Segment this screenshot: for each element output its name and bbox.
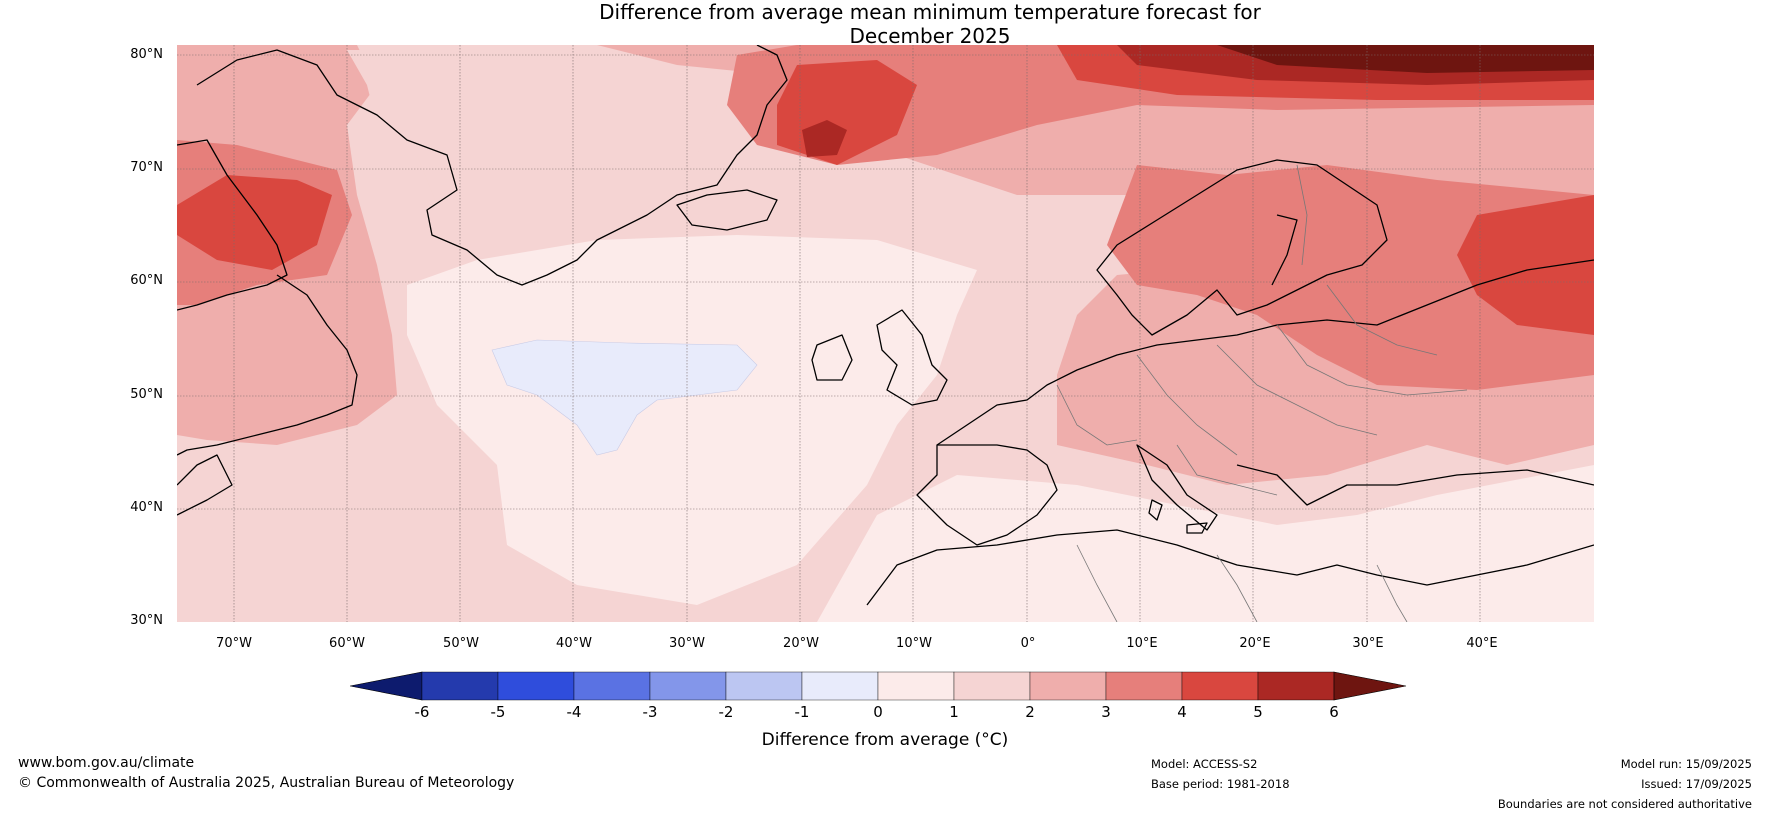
anomaly-0-1-south <box>817 465 1594 622</box>
colorbar-segment <box>573 671 651 701</box>
lon-label-10e: 10°E <box>1126 636 1158 651</box>
lon-label-40e: 40°E <box>1466 636 1498 651</box>
lon-label-50w: 50°W <box>443 636 479 651</box>
coastlines <box>177 45 1594 606</box>
lon-label-40w: 40°W <box>556 636 592 651</box>
lon-label-70w: 70°W <box>216 636 252 651</box>
footer-model: Model: ACCESS-S2 <box>1151 757 1258 771</box>
graticule <box>177 45 1594 622</box>
colorbar-segment <box>497 671 575 701</box>
lat-label-30n: 30°N <box>130 613 163 628</box>
title-line-2: December 2025 <box>849 24 1011 48</box>
lat-label-60n: 60°N <box>130 273 163 288</box>
colorbar-label: Difference from average (°C) <box>761 730 1009 750</box>
footer-disclaimer: Boundaries are not considered authoritat… <box>1497 797 1752 811</box>
colorbar-segment <box>1257 671 1335 701</box>
forecast-map <box>177 45 1594 622</box>
lat-label-50n: 50°N <box>130 387 163 402</box>
colorbar-tick-label: -2 <box>718 703 734 721</box>
colorbar-tick-label: -3 <box>642 703 658 721</box>
map-canvas <box>177 45 1594 622</box>
colorbar-segment <box>801 671 879 701</box>
colorbar-tick-label: -1 <box>794 703 810 721</box>
anomaly-neg1-0-blob <box>491 339 758 456</box>
anomaly-4-5-west <box>177 175 332 270</box>
lon-label-20e: 20°E <box>1239 636 1271 651</box>
colorbar-segment <box>1181 671 1259 701</box>
footer-copyright: © Commonwealth of Australia 2025, Austra… <box>18 775 515 791</box>
anomaly-5-6-greenland <box>802 120 847 157</box>
lon-label-0: 0° <box>1020 636 1036 651</box>
colorbar-extend-low <box>350 671 423 701</box>
colorbar-tick-label: 6 <box>1329 703 1339 721</box>
anomaly-0-1-central <box>407 235 977 605</box>
colorbar-segment <box>421 671 499 701</box>
anomaly-4-5-russia <box>1457 195 1594 335</box>
country-borders <box>1056 164 1468 622</box>
colorbar-segment <box>1029 671 1107 701</box>
colorbar-segment <box>953 671 1031 701</box>
colorbar-tick-label: -5 <box>490 703 506 721</box>
lat-label-70n: 70°N <box>130 160 163 175</box>
lon-label-60w: 60°W <box>329 636 365 651</box>
footer-issued: Issued: 17/09/2025 <box>1641 777 1752 791</box>
colorbar-tick-label: 4 <box>1177 703 1187 721</box>
footer-website: www.bom.gov.au/climate <box>18 755 195 771</box>
colorbar <box>350 671 1407 701</box>
colorbar-segment <box>877 671 955 701</box>
lon-label-30e: 30°E <box>1352 636 1384 651</box>
anomaly-6plus-arctic <box>1217 45 1594 73</box>
colorbar-tick-label: 0 <box>873 703 883 721</box>
title-line-1: Difference from average mean minimum tem… <box>599 0 1261 24</box>
colorbar-tick-label: 3 <box>1101 703 1111 721</box>
anomaly-3-4-scandinavia <box>1107 165 1594 390</box>
colorbar-segment <box>725 671 803 701</box>
colorbar-tick-label: -4 <box>566 703 582 721</box>
colorbar-segment <box>649 671 727 701</box>
colorbar-tick-label: 2 <box>1025 703 1035 721</box>
map-title: Difference from average mean minimum tem… <box>0 0 1770 48</box>
colorbar-tick-label: -6 <box>414 703 430 721</box>
colorbar-tick-label: 5 <box>1253 703 1263 721</box>
colorbar-tick-label: 1 <box>949 703 959 721</box>
footer-base-period: Base period: 1981-2018 <box>1151 777 1290 791</box>
lat-label-80n: 80°N <box>130 47 163 62</box>
anomaly-1-2-greenland <box>347 50 717 250</box>
colorbar-extend-high <box>1333 671 1407 701</box>
lon-label-10w: 10°W <box>896 636 932 651</box>
footer-model-run: Model run: 15/09/2025 <box>1620 757 1752 771</box>
lat-label-40n: 40°N <box>130 500 163 515</box>
lon-label-20w: 20°W <box>783 636 819 651</box>
colorbar-segment <box>1105 671 1183 701</box>
lon-label-30w: 30°W <box>669 636 705 651</box>
